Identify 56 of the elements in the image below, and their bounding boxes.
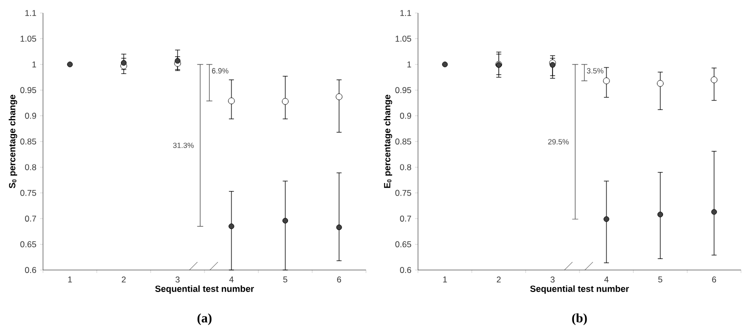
point bbox=[656, 80, 664, 87]
x-tick-label: 6 bbox=[337, 276, 342, 282]
x-tick-label: 1 bbox=[68, 276, 72, 282]
x-tick-label: 2 bbox=[122, 276, 126, 282]
y-axis-title: S$_{0}$ percentage change bbox=[8, 94, 18, 188]
y-tick-label: 0.85 bbox=[395, 138, 412, 144]
y-tick-label: 1 bbox=[32, 61, 36, 68]
x-tick-label: 5 bbox=[283, 276, 288, 282]
y-tick-label: 0.8 bbox=[25, 164, 36, 170]
y-tick-label: 0.95 bbox=[395, 87, 412, 94]
point bbox=[604, 216, 610, 222]
x-axis-title: Sequential test number bbox=[155, 285, 254, 294]
point bbox=[442, 62, 448, 68]
point bbox=[120, 60, 127, 66]
x-tick-label: 3 bbox=[176, 276, 180, 282]
point bbox=[336, 93, 342, 100]
y-tick-label: 0.6 bbox=[25, 267, 36, 273]
x-tick-label: 3 bbox=[550, 276, 555, 282]
y-tick-label: 0.8 bbox=[400, 164, 412, 170]
x-axis-title: Sequential test number bbox=[530, 285, 629, 294]
point bbox=[711, 209, 717, 215]
y-tick-label: 0.9 bbox=[25, 112, 36, 119]
point bbox=[550, 62, 556, 68]
y-tick-label: 0.9 bbox=[400, 112, 412, 119]
point bbox=[603, 78, 610, 84]
y-tick-label: 0.95 bbox=[20, 87, 36, 94]
point bbox=[67, 62, 73, 68]
y-tick-label: 0.75 bbox=[20, 190, 36, 196]
y-tick-label: 1.05 bbox=[20, 36, 36, 42]
x-tick-label: 6 bbox=[712, 276, 716, 282]
y-tick-label: 0.85 bbox=[20, 138, 36, 144]
y-tick-label: 0.65 bbox=[395, 241, 412, 248]
y-tick-label: 0.7 bbox=[400, 216, 412, 222]
x-tick-label: 4 bbox=[604, 276, 609, 282]
point bbox=[228, 98, 235, 104]
point bbox=[228, 223, 234, 230]
text: (b) bbox=[572, 313, 587, 326]
y-tick-label: 1 bbox=[407, 61, 412, 68]
y-tick-label: 0.6 bbox=[400, 267, 412, 273]
x-tick-label: 4 bbox=[229, 276, 234, 282]
y-tick-label: 1.05 bbox=[396, 36, 412, 42]
x-tick-label: 2 bbox=[496, 276, 501, 282]
point bbox=[657, 212, 664, 218]
y-tick-label: 0.7 bbox=[25, 216, 36, 222]
y-tick-label: 0.75 bbox=[395, 190, 412, 196]
y-tick-label: 1.1 bbox=[400, 10, 412, 16]
y-tick-label: 1.1 bbox=[25, 10, 36, 16]
point bbox=[282, 218, 288, 224]
x-tick-label: 5 bbox=[658, 276, 662, 282]
y-axis-title: E$_{0}$ percentage change bbox=[384, 94, 392, 188]
point bbox=[710, 76, 718, 84]
point bbox=[336, 224, 342, 230]
x-tick-label: 1 bbox=[443, 276, 447, 282]
text: (a) bbox=[198, 313, 212, 326]
point bbox=[282, 98, 289, 105]
y-tick-label: 0.65 bbox=[20, 241, 36, 248]
